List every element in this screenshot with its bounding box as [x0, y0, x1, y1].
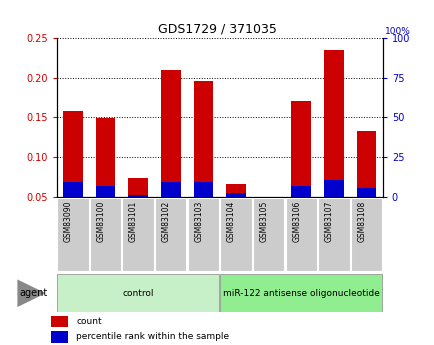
Bar — [51, 331, 68, 343]
Bar — [57, 198, 89, 271]
Bar — [252, 198, 284, 271]
Bar — [155, 198, 186, 271]
Bar — [258, 229, 278, 236]
Bar — [323, 50, 343, 236]
Text: control: control — [122, 289, 154, 298]
Bar — [95, 118, 115, 236]
Text: 100%: 100% — [384, 27, 410, 36]
Bar — [220, 198, 251, 271]
Bar — [356, 131, 375, 236]
Bar — [128, 195, 148, 236]
Bar — [317, 198, 349, 271]
Bar — [291, 101, 310, 236]
Bar — [95, 186, 115, 236]
Text: GSM83090: GSM83090 — [64, 200, 73, 242]
Bar — [187, 198, 219, 271]
Bar — [122, 198, 154, 271]
Text: percentile rank within the sample: percentile rank within the sample — [76, 333, 229, 342]
Bar — [285, 198, 316, 271]
Text: GSM83104: GSM83104 — [227, 200, 235, 242]
Bar — [90, 198, 121, 271]
Bar — [226, 184, 245, 236]
Bar — [161, 70, 180, 236]
Text: GSM83101: GSM83101 — [129, 200, 138, 242]
Bar — [193, 81, 213, 236]
Text: GSM83103: GSM83103 — [194, 200, 203, 242]
Bar — [291, 186, 310, 236]
Text: GSM83102: GSM83102 — [161, 200, 170, 242]
Bar — [258, 229, 278, 236]
Polygon shape — [17, 279, 46, 307]
Text: GSM83108: GSM83108 — [357, 200, 365, 242]
Bar — [63, 183, 82, 236]
Text: GSM83107: GSM83107 — [324, 200, 333, 242]
Bar — [323, 180, 343, 236]
Bar — [356, 188, 375, 236]
Text: agent: agent — [20, 288, 48, 298]
Bar — [193, 181, 213, 236]
Bar — [161, 181, 180, 236]
Text: count: count — [76, 317, 102, 326]
Bar — [350, 198, 381, 271]
Bar — [57, 274, 219, 312]
Text: miR-122 antisense oligonucleotide: miR-122 antisense oligonucleotide — [222, 289, 379, 298]
Text: GSM83105: GSM83105 — [259, 200, 268, 242]
Bar — [220, 274, 381, 312]
Bar — [63, 111, 82, 236]
Text: GSM83106: GSM83106 — [292, 200, 300, 242]
Bar — [226, 193, 245, 236]
Bar — [51, 316, 68, 327]
Bar — [128, 178, 148, 236]
Text: GSM83100: GSM83100 — [96, 200, 105, 242]
Text: GDS1729 / 371035: GDS1729 / 371035 — [158, 22, 276, 36]
